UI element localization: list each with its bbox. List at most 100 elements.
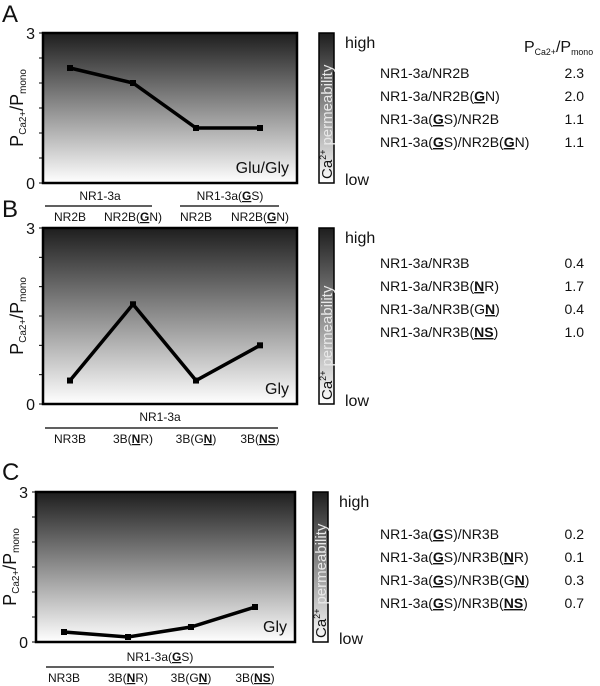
label-segment: NR1-3a( (380, 549, 433, 565)
table-row-value: 1.1 (565, 111, 585, 127)
label-segment: S)/NR3B (444, 526, 499, 542)
emphasized-residue: G (433, 111, 444, 127)
condition-label: Gly (265, 381, 289, 398)
label-segment: S)/NR3B( (444, 549, 504, 565)
table-header: PCa2+/Pmono (524, 39, 593, 57)
scale-charge: 2+ (318, 371, 328, 381)
emphasized-residue: G (504, 134, 515, 150)
label-segment: S)/NR3B( (444, 595, 504, 611)
ratio-sub-mono: mono (11, 528, 22, 553)
y-tick-label: 3 (26, 26, 35, 43)
emphasized-residue: N (199, 671, 208, 685)
label-segment: NR1-3a/NR3B (380, 255, 469, 271)
table-row-name: NR1-3a(GS)/NR3B (380, 526, 499, 542)
table-row-value: 0.3 (565, 572, 585, 588)
emphasized-residue: G (433, 549, 444, 565)
series-line (63, 605, 256, 639)
ratio-sub-ca: Ca2+ (535, 47, 556, 57)
y-tick-label: 0 (26, 176, 35, 193)
ratio-sub-mono: mono (18, 277, 29, 302)
label-segment: 3B(G (176, 432, 204, 446)
ratio-p: P (0, 594, 20, 606)
scale-charge: 2+ (312, 609, 322, 619)
y-tick-label: 0 (19, 635, 28, 652)
label-segment: S)/NR2B (444, 111, 499, 127)
x-category-label: 3B(NR) (108, 671, 148, 685)
panel-letter: C (2, 459, 19, 486)
group-label: NR1-3a(GS) (197, 189, 264, 203)
label-segment: NR1-3a( (380, 134, 433, 150)
table-row-name: NR1-3a/NR2B (380, 65, 469, 81)
label-segment: S) (251, 189, 263, 203)
emphasized-residue: G (267, 210, 276, 224)
data-point (257, 125, 263, 131)
data-point (130, 80, 136, 86)
table-row-name: NR1-3a/NR3B (380, 255, 469, 271)
ratio-slash-p: /P (556, 39, 571, 56)
ratio-p: P (7, 343, 27, 355)
ratio-p: P (7, 135, 27, 147)
emphasized-residue: NS (254, 671, 271, 685)
plot-area (41, 226, 299, 406)
label-segment: 3B( (108, 671, 127, 685)
emphasized-residue: N (204, 432, 213, 446)
scale-low-label: low (339, 631, 363, 648)
label-segment: NR1-3a/NR2B (380, 65, 469, 81)
label-segment: ) (271, 671, 275, 685)
table-row-name: NR1-3a(GS)/NR3B(NS) (380, 595, 528, 611)
ratio-slash-p: /P (7, 302, 27, 319)
y-axis-label: PCa2+/Pmono (7, 277, 29, 355)
scale-label: Ca2+ permeability (318, 285, 336, 400)
emphasized-residue: G (172, 650, 181, 664)
label-segment: R) (140, 432, 153, 446)
x-category-label: 3B(GN) (176, 432, 217, 446)
emphasized-residue: G (433, 595, 444, 611)
data-point (67, 377, 73, 384)
x-category-label: NR3B (54, 432, 86, 446)
ratio-p: P (524, 39, 535, 56)
data-point (130, 301, 136, 308)
label-segment: ) (525, 572, 530, 588)
y-tick-label: 3 (26, 221, 35, 238)
scale-low-label: low (345, 172, 369, 189)
condition-label: Glu/Gly (236, 160, 289, 177)
series-line (69, 66, 260, 130)
x-category-label: 3B(NS) (240, 432, 279, 446)
scale-word: permeability (319, 285, 336, 366)
ratio-sub-ca: Ca2+ (18, 111, 29, 135)
table-row-name: NR1-3a/NR3B(NS) (380, 324, 498, 340)
label-segment: N) (149, 210, 162, 224)
label-segment: S)/NR3B(G (444, 572, 515, 588)
label-segment: ) (494, 324, 499, 340)
emphasized-residue: NS (259, 432, 276, 446)
emphasized-residue: NS (474, 324, 493, 340)
y-axis-label: PCa2+/Pmono (0, 528, 22, 606)
data-point (61, 629, 67, 635)
label-segment: NR2B( (231, 210, 267, 224)
scale-word: permeability (313, 523, 330, 604)
x-category-label: 3B(NS) (235, 671, 274, 685)
label-segment: NR1-3a (79, 189, 121, 203)
data-point (193, 377, 199, 384)
group-label: NR1-3a(GS) (127, 650, 194, 664)
ratio-sub-ca: Ca2+ (11, 570, 22, 594)
scale-ion: Ca (313, 618, 330, 638)
emphasized-residue: G (474, 88, 485, 104)
label-segment: NR2B( (104, 210, 140, 224)
scale-high-label: high (339, 494, 369, 511)
x-category-label: NR3B (48, 671, 80, 685)
label-segment: NR1-3a( (197, 189, 242, 203)
table-row-value: 1.7 (565, 278, 585, 294)
data-point (67, 65, 73, 71)
table-row-name: NR1-3a(GS)/NR3B(NR) (380, 549, 529, 565)
permeability-scale-bar (318, 227, 335, 405)
table-row-value: 0.1 (565, 549, 585, 565)
x-category-label: NR2B (180, 210, 212, 224)
series-line (68, 301, 261, 383)
table-row-name: NR1-3a(GS)/NR2B (380, 111, 499, 127)
label-segment: R) (484, 278, 499, 294)
